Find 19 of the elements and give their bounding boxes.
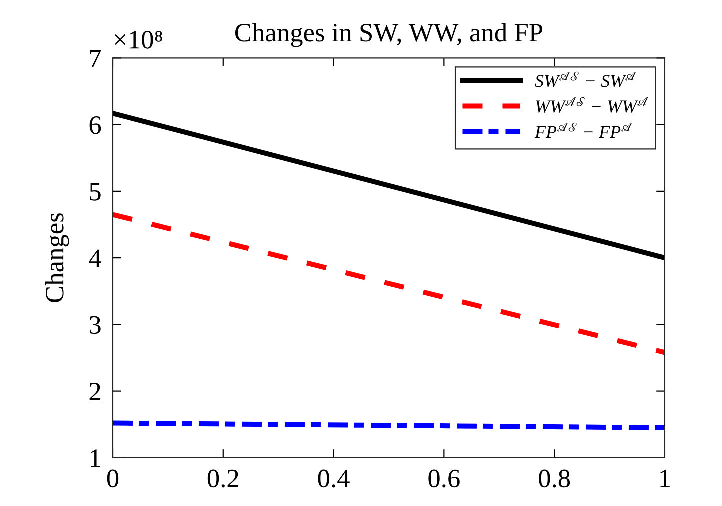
text: ×10⁸ [115,31,162,49]
legend-label: SW$^{𝒜𝒮}$ − SW$^{𝒜}$ [535,72,636,88]
y-tick-label: 2 [90,382,100,400]
y-tick-label: 1 [91,450,100,468]
y-tick-label: 4 [89,250,102,268]
x-tick-label: 0.8 [539,470,570,488]
y-axis-title: Changes [45,214,70,302]
x-tick-label: 0.6 [428,470,460,488]
y-tick-label: 6 [90,116,102,134]
x-tick-label: 1 [660,470,670,488]
y-tick-label: 5 [90,183,101,201]
y-tick-label: 7 [90,50,102,68]
x-tick-label: 0.4 [318,470,350,488]
chart-title: Changes in SW, WW, and FP [235,23,542,48]
x-tick-label: 0.2 [208,470,238,488]
legend-label: FP$^{𝒜𝒮}$ − FP$^{𝒜}$ [534,122,632,138]
y-tick-label: 3 [90,316,101,334]
x-tick-label: 0 [107,470,119,488]
legend-label: WW$^{𝒜𝒮}$ − WW$^{𝒜}$ [536,97,648,113]
